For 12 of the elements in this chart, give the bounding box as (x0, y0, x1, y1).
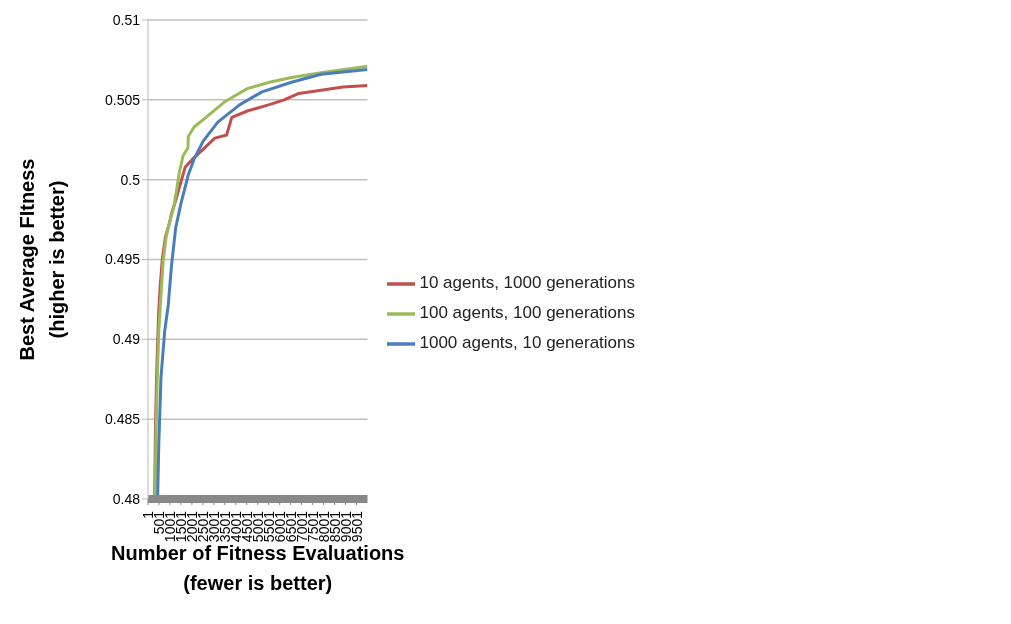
y-axis-title: Best Average FItness (higher is better) (16, 158, 68, 361)
x-axis-title: Number of Fitness Evaluations (fewer is better) (111, 542, 405, 594)
y-tick-label: 0.48 (112, 490, 141, 507)
y-tick-label: 0.495 (104, 251, 141, 268)
legend-label: 100 agents, 100 generations (419, 303, 635, 322)
legend-label: 1000 agents, 10 generations (419, 333, 635, 352)
y-tick-label: 0.485 (104, 411, 141, 428)
legend-label: 10 agents, 1000 generations (419, 273, 635, 292)
y-tick-label: 0.5 (120, 171, 141, 188)
y-tick-label: 0.505 (104, 91, 141, 108)
y-tick-label: 0.49 (112, 331, 141, 348)
y-tick-label: 0.51 (112, 11, 141, 28)
